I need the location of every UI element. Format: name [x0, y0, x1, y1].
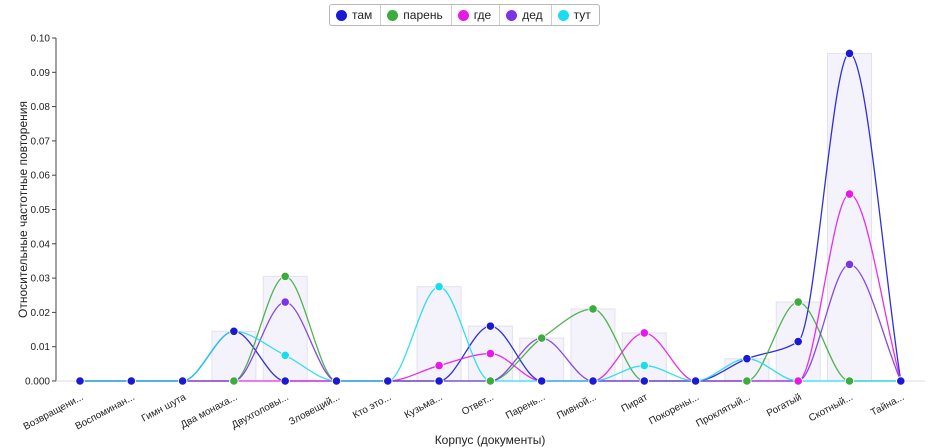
y-tick-label: 0.08: [31, 102, 51, 113]
data-point: [588, 376, 598, 386]
y-tick-label: 0.04: [31, 239, 51, 250]
x-tick-label: Два монаха...: [179, 392, 239, 431]
legend-item[interactable]: тут: [552, 5, 599, 25]
legend-label: тут: [573, 8, 591, 22]
category-bar: [621, 332, 667, 382]
data-point: [126, 376, 136, 386]
data-point: [896, 376, 906, 386]
legend-marker: [457, 9, 469, 21]
data-point: [844, 48, 855, 59]
data-point: [639, 376, 649, 386]
legend-marker: [506, 9, 518, 21]
legend-label: там: [352, 8, 373, 22]
category-bar: [519, 337, 565, 382]
data-point: [331, 376, 342, 386]
x-tick-label: Парень...: [504, 392, 547, 422]
data-point: [537, 376, 547, 386]
data-point: [793, 297, 803, 307]
data-point: [588, 304, 598, 314]
y-tick-label: 0.06: [31, 171, 51, 182]
data-point: [742, 376, 752, 386]
data-point: [485, 376, 495, 386]
data-point: [793, 376, 803, 386]
y-tick-label: 0.09: [31, 68, 51, 79]
x-axis-title: Корпус (документы): [435, 433, 546, 447]
data-point: [844, 259, 855, 269]
data-point: [229, 326, 239, 336]
legend-item[interactable]: где: [452, 5, 501, 25]
data-point: [793, 336, 803, 347]
data-point: [434, 360, 444, 371]
legend-marker: [557, 9, 569, 21]
x-tick-label: Кто это...: [351, 392, 393, 421]
x-tick-label: Тайна...: [869, 392, 906, 419]
data-point: [280, 271, 290, 281]
data-point: [639, 360, 649, 371]
data-point: [742, 354, 752, 364]
data-point: [690, 376, 701, 386]
y-tick-label: 0.10: [31, 34, 51, 45]
legend-item[interactable]: дед: [500, 5, 552, 25]
y-axis-title: Относительные частотные повторения: [16, 101, 30, 318]
legend-label: дед: [522, 8, 543, 22]
x-tick-label: Ответ...: [460, 392, 496, 418]
category-bar: [211, 330, 257, 382]
data-point: [485, 321, 495, 331]
x-tick-label: Рогатый: [765, 392, 804, 420]
data-point: [639, 328, 649, 338]
legend-marker: [336, 9, 347, 21]
data-point: [844, 189, 855, 199]
legend-label: где: [473, 8, 492, 22]
x-tick-label: Кузьма...: [403, 392, 445, 421]
x-tick-label: Покорены...: [647, 392, 701, 428]
data-point: [434, 282, 444, 292]
data-point: [434, 376, 444, 386]
x-tick-label: Пират: [620, 392, 650, 415]
data-point: [75, 376, 85, 386]
x-tick-label: Пивной...: [555, 392, 598, 422]
y-tick-label: 0.03: [31, 274, 51, 285]
data-point: [178, 376, 188, 386]
x-tick-label: Зловещий...: [287, 392, 342, 428]
chart-legend: там парень где дед тут: [329, 4, 600, 26]
y-tick-label: 0.000: [25, 377, 50, 388]
y-tick-label: 0.07: [31, 136, 51, 147]
data-point: [537, 333, 547, 343]
y-tick-label: 0.02: [31, 308, 51, 319]
data-point: [383, 376, 393, 386]
data-point: [280, 350, 290, 360]
x-tick-label: Двухголовы...: [230, 392, 291, 431]
data-point: [844, 376, 855, 386]
x-tick-label: Скотный...: [807, 392, 855, 424]
data-point: [229, 376, 239, 386]
legend-item[interactable]: там: [330, 5, 382, 25]
y-tick-label: 0.01: [31, 342, 51, 353]
category-bar: [262, 275, 308, 382]
legend-marker: [387, 9, 399, 21]
legend-item[interactable]: парень: [381, 5, 452, 25]
data-point: [280, 376, 290, 386]
y-tick-label: 0.05: [31, 205, 51, 216]
data-point: [485, 348, 495, 359]
x-tick-label: Проклятый...: [694, 392, 752, 430]
data-point: [280, 297, 290, 307]
legend-label: парень: [403, 8, 443, 22]
